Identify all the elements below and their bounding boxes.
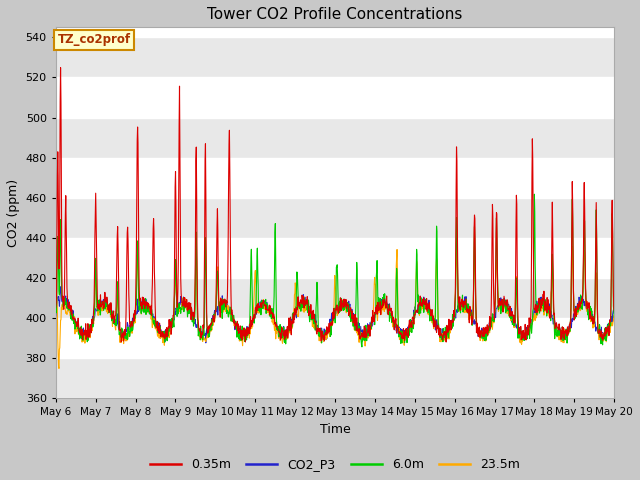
23.5m bbox=[603, 336, 611, 341]
Bar bbox=[56, 358, 614, 398]
CO2_P3 bbox=[611, 311, 618, 317]
Line: 0.35m: 0.35m bbox=[56, 68, 614, 342]
23.5m bbox=[244, 329, 252, 335]
CO2_P3 bbox=[346, 304, 353, 310]
Y-axis label: CO2 (ppm): CO2 (ppm) bbox=[7, 179, 20, 247]
CO2_P3 bbox=[245, 325, 253, 331]
23.5m bbox=[52, 303, 60, 309]
CO2_P3 bbox=[52, 313, 60, 319]
0.35m bbox=[310, 311, 318, 317]
23.5m bbox=[188, 314, 195, 320]
0.35m bbox=[346, 311, 353, 316]
0.35m bbox=[506, 313, 513, 319]
CO2_P3 bbox=[506, 304, 513, 310]
6.0m bbox=[188, 304, 195, 310]
23.5m bbox=[611, 315, 618, 321]
Line: 6.0m: 6.0m bbox=[56, 194, 614, 347]
CO2_P3 bbox=[202, 340, 210, 346]
6.0m bbox=[358, 344, 366, 350]
6.0m bbox=[506, 313, 513, 319]
6.0m bbox=[611, 314, 618, 320]
Line: 23.5m: 23.5m bbox=[56, 246, 614, 369]
6.0m bbox=[345, 301, 353, 307]
0.35m bbox=[244, 330, 252, 336]
6.0m bbox=[244, 326, 252, 332]
Legend: 0.35m, CO2_P3, 6.0m, 23.5m: 0.35m, CO2_P3, 6.0m, 23.5m bbox=[145, 453, 525, 476]
23.5m bbox=[506, 313, 513, 319]
0.35m bbox=[442, 339, 450, 345]
0.35m bbox=[52, 305, 60, 311]
0.35m bbox=[603, 331, 611, 336]
6.0m bbox=[52, 306, 60, 312]
CO2_P3 bbox=[188, 306, 195, 312]
X-axis label: Time: Time bbox=[319, 423, 350, 436]
Bar bbox=[56, 278, 614, 318]
23.5m bbox=[568, 243, 576, 249]
CO2_P3 bbox=[310, 313, 318, 319]
23.5m bbox=[310, 325, 318, 331]
Line: CO2_P3: CO2_P3 bbox=[56, 287, 614, 343]
23.5m bbox=[346, 306, 353, 312]
Bar bbox=[56, 118, 614, 157]
Title: Tower CO2 Profile Concentrations: Tower CO2 Profile Concentrations bbox=[207, 7, 463, 22]
0.35m bbox=[57, 65, 65, 71]
CO2_P3 bbox=[603, 324, 611, 330]
6.0m bbox=[603, 334, 611, 339]
Bar bbox=[56, 37, 614, 77]
6.0m bbox=[310, 321, 317, 326]
0.35m bbox=[188, 305, 195, 311]
Bar bbox=[56, 198, 614, 238]
CO2_P3 bbox=[57, 284, 65, 289]
0.35m bbox=[611, 308, 618, 313]
23.5m bbox=[55, 366, 63, 372]
6.0m bbox=[531, 192, 538, 197]
Text: TZ_co2prof: TZ_co2prof bbox=[58, 33, 131, 47]
